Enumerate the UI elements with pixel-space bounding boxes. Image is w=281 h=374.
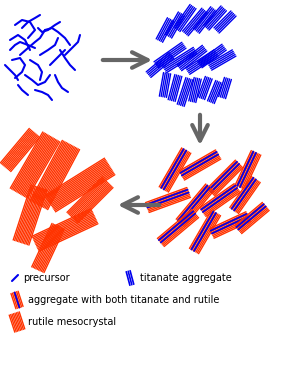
Text: precursor: precursor (23, 273, 70, 283)
Text: rutile mesocrystal: rutile mesocrystal (28, 317, 116, 327)
Text: aggregate with both titanate and rutile: aggregate with both titanate and rutile (28, 295, 219, 305)
Text: titanate aggregate: titanate aggregate (140, 273, 232, 283)
